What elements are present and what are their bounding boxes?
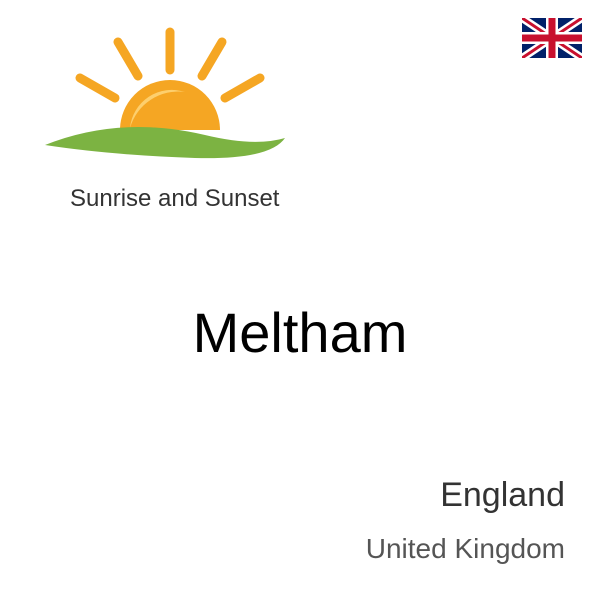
country-label: United Kingdom (366, 533, 565, 565)
region-label: England (440, 476, 565, 515)
city-title: Meltham (0, 300, 600, 365)
uk-flag-icon (522, 18, 582, 58)
logo-area: Sunrise and Sunset (30, 20, 330, 220)
logo-subtitle: Sunrise and Sunset (70, 185, 279, 213)
sunrise-logo-icon (30, 20, 280, 160)
